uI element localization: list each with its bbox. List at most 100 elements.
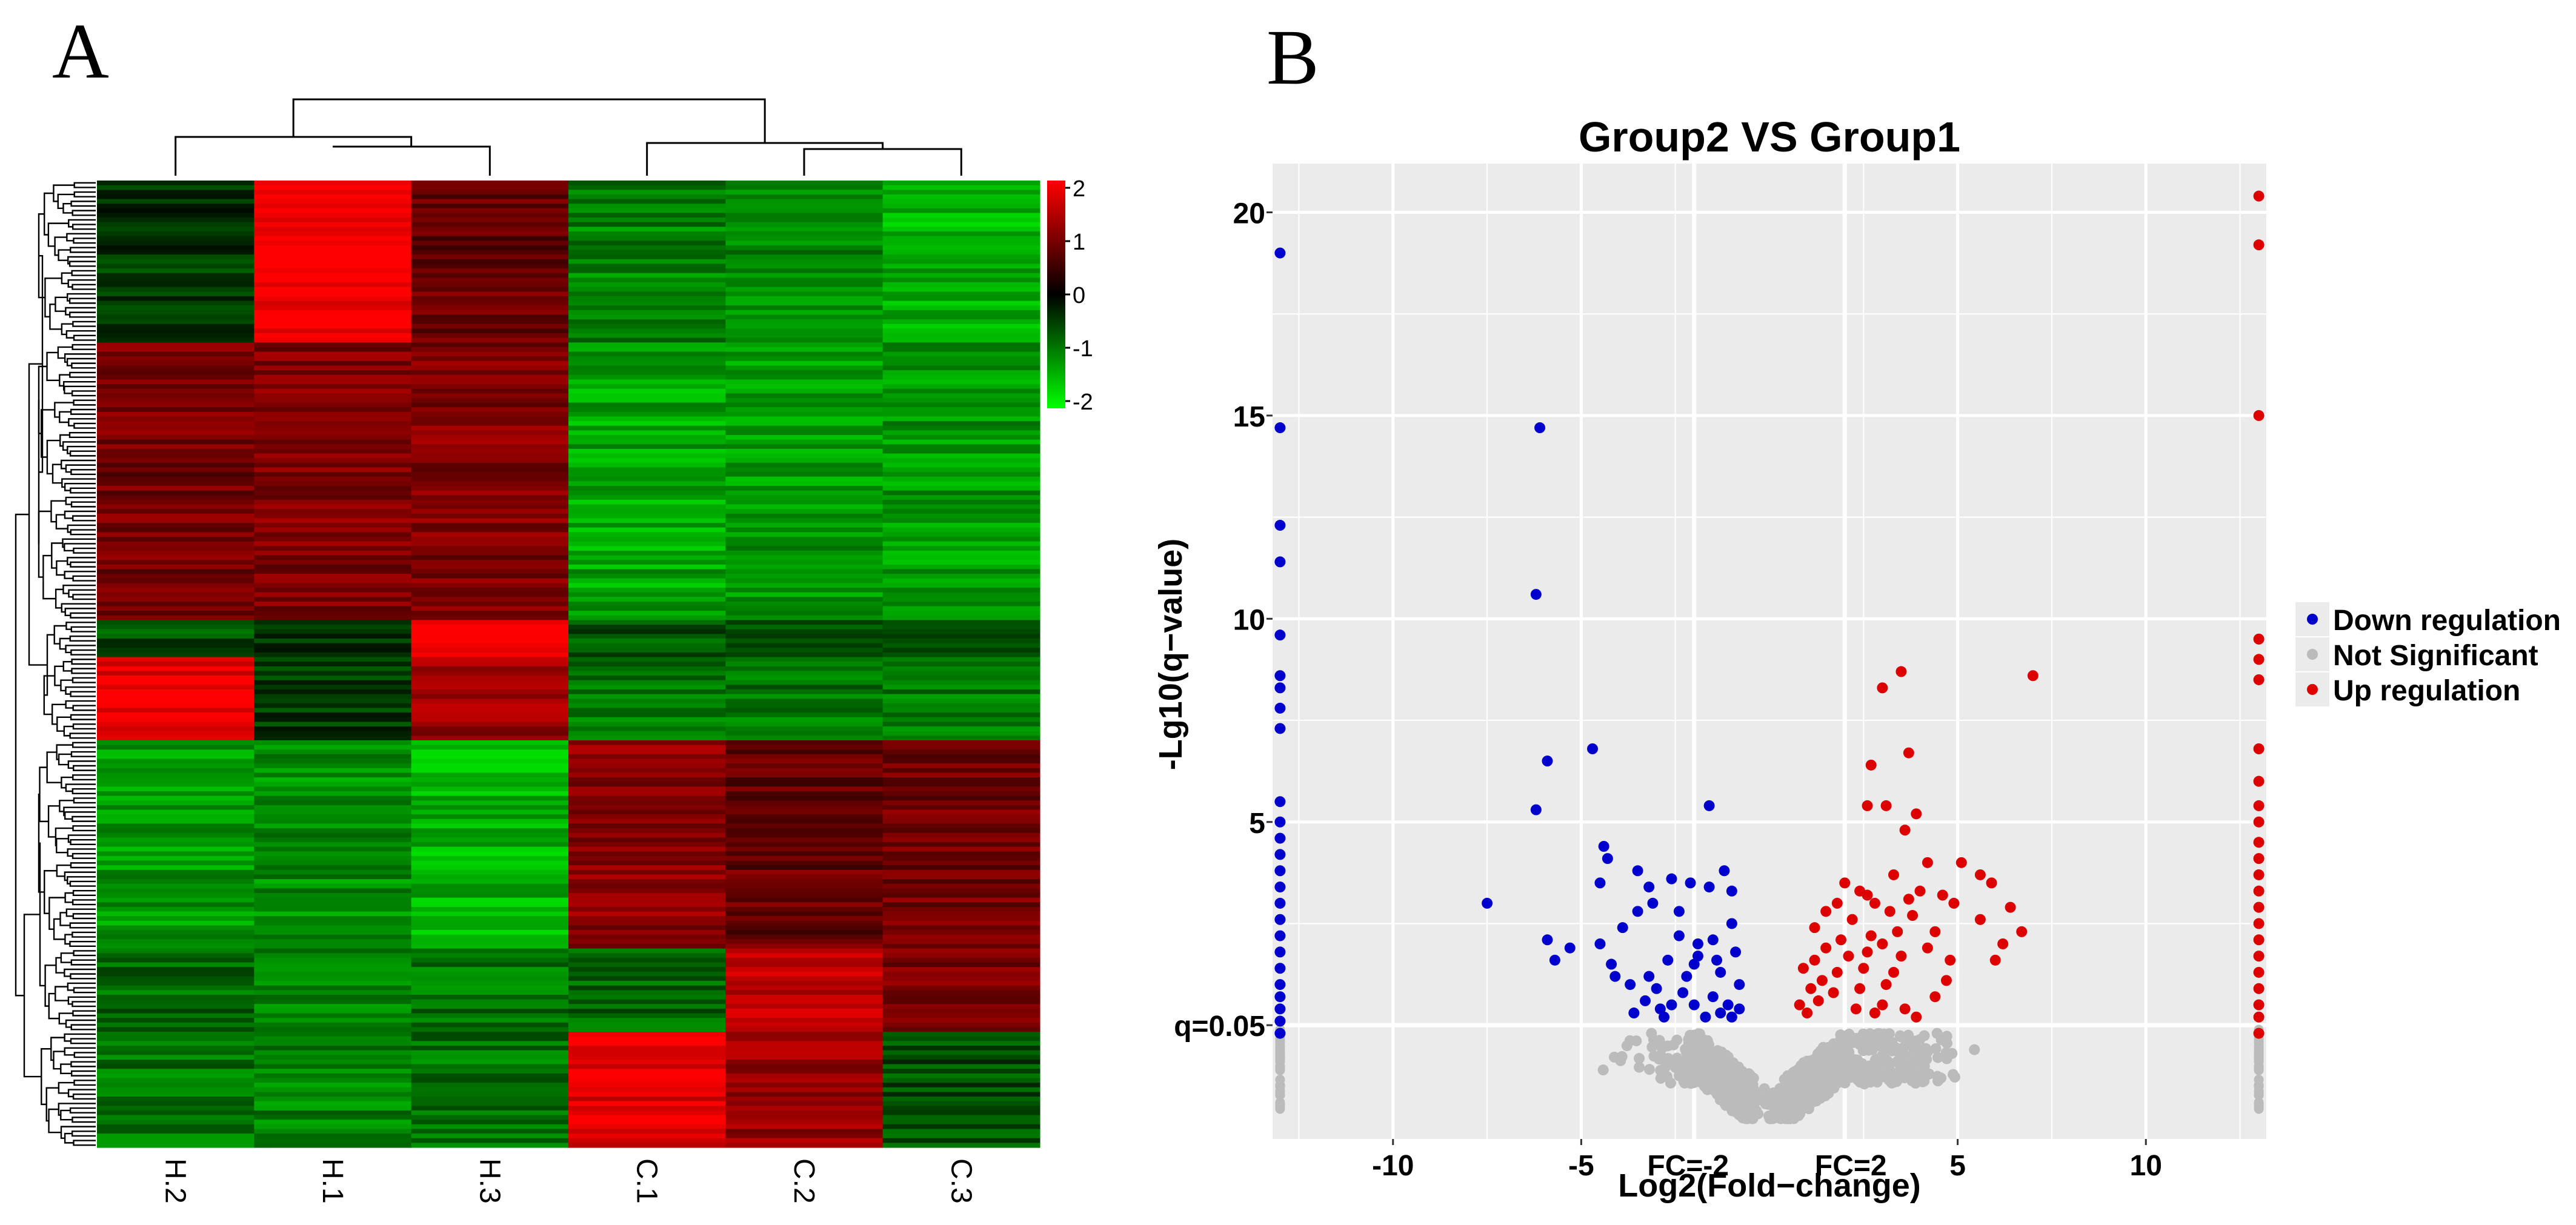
up-regulation-point (1937, 889, 1948, 901)
heatmap-cell (254, 194, 412, 200)
heatmap-cell (882, 865, 1040, 871)
heatmap-cell (411, 453, 569, 459)
dendrogram-branch (70, 1061, 96, 1067)
heatmap-cell (97, 795, 255, 801)
heatmap-cell (411, 300, 569, 306)
up-regulation-point (1877, 938, 1888, 949)
heatmap-cell (411, 546, 569, 551)
heatmap-cell (725, 1110, 884, 1116)
not-significant-point (1919, 1030, 1930, 1041)
heatmap-cell (97, 296, 255, 302)
heatmap-cell (568, 411, 726, 417)
heatmap-cell (725, 828, 884, 834)
not-significant-point (1820, 1073, 1831, 1084)
heatmap-cell (411, 934, 569, 940)
heatmap-cell (725, 347, 884, 353)
dendrogram-branch (55, 296, 68, 312)
heatmap-cell (725, 384, 884, 390)
dendrogram-branch (72, 320, 96, 327)
heatmap-cell (568, 310, 726, 316)
down-regulation-point (1587, 743, 1599, 754)
up-regulation-point (1828, 987, 1839, 998)
dendrogram-branch (54, 665, 64, 686)
dendrogram-branch (72, 284, 96, 290)
heatmap-cell (97, 273, 255, 278)
heatmap-cell (725, 990, 884, 995)
heatmap-cell (97, 314, 255, 320)
down-regulation-point (1274, 897, 1286, 909)
down-regulation-point (1703, 881, 1715, 893)
heatmap-cell (411, 1078, 569, 1083)
heatmap-cell (97, 264, 255, 269)
heatmap-cell (411, 1110, 569, 1116)
heatmap-cell (97, 976, 255, 981)
up-regulation-point (2253, 853, 2265, 865)
down-regulation-point (1549, 954, 1560, 966)
dendrogram-branch (54, 402, 74, 418)
dendrogram-branch (72, 1001, 96, 1008)
dendrogram-branch (51, 542, 63, 569)
heatmap-cell (411, 250, 569, 255)
heatmap-cell (411, 504, 569, 510)
down-regulation-point (1482, 897, 1493, 909)
heatmap-cell (568, 851, 726, 857)
heatmap-cell (97, 782, 255, 787)
dendrogram-branch (59, 912, 70, 926)
heatmap-cell (568, 883, 726, 889)
up-regulation-point (1877, 682, 1888, 694)
heatmap-cell (411, 1143, 569, 1148)
heatmap-cell (97, 416, 255, 422)
not-significant-point (1634, 1061, 1645, 1073)
heatmap-cell (725, 421, 884, 427)
down-regulation-point (1274, 881, 1286, 893)
heatmap-cell (882, 995, 1040, 1000)
heatmap-cell (411, 1134, 569, 1139)
heatmap-cell (725, 458, 884, 463)
dendrogram-branch (175, 136, 413, 176)
heatmap-cell (725, 883, 884, 889)
dendrogram-branch (55, 514, 68, 530)
heatmap-cell (254, 953, 412, 958)
dendrogram-branch (72, 594, 96, 600)
legend-label-ns: Not Significant (2333, 640, 2538, 672)
heatmap-cell (411, 786, 569, 792)
heatmap-cell (725, 1106, 884, 1111)
heatmap-cell (254, 245, 412, 251)
heatmap-cell (568, 916, 726, 921)
heatmap-cell (411, 995, 569, 1000)
heatmap-cell (725, 504, 884, 510)
heatmap-cell (97, 676, 255, 681)
heatmap-cell (725, 1129, 884, 1134)
heatmap-cell (411, 388, 569, 394)
not-significant-point (1903, 1029, 1914, 1041)
heatmap-cell (411, 310, 569, 316)
heatmap-cell (725, 342, 884, 348)
up-regulation-point (2253, 654, 2265, 665)
not-significant-point (1828, 1044, 1840, 1056)
dendrogram-branch (72, 815, 96, 822)
heatmap-cell (97, 920, 255, 926)
heatmap-cell (568, 435, 726, 440)
heatmap-cell (97, 1115, 255, 1120)
heatmap-cell (254, 1046, 412, 1051)
heatmap-cell (568, 842, 726, 848)
heatmap-cell (97, 823, 255, 829)
heatmap-cell (411, 384, 569, 390)
heatmap-cell (411, 971, 569, 977)
heatmap-cell (725, 1046, 884, 1051)
heatmap-cell (568, 999, 726, 1004)
heatmap-cell (725, 740, 884, 746)
not-significant-point (1275, 1090, 1285, 1100)
heatmap-cell (725, 722, 884, 727)
heatmap-cell (97, 731, 255, 736)
up-regulation-point (1862, 800, 1873, 811)
heatmap-cell (725, 865, 884, 871)
heatmap-cell (568, 402, 726, 408)
heatmap-cell (725, 948, 884, 954)
dendrogram-branch (72, 210, 96, 216)
heatmap-cell (725, 532, 884, 537)
heatmap-cell (882, 759, 1040, 764)
heatmap-cell (254, 759, 412, 764)
heatmap-cell (411, 273, 569, 278)
heatmap-cell (725, 962, 884, 968)
